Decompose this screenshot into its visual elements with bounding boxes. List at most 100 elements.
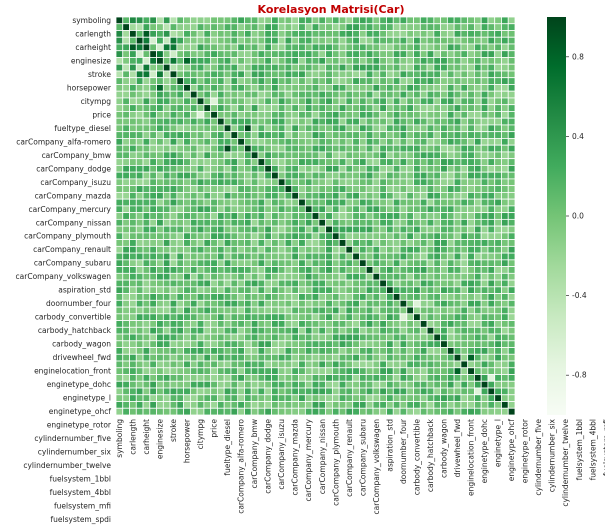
- heatmap-cell: [332, 306, 340, 315]
- heatmap-cell: [210, 144, 218, 153]
- heatmap-cell: [325, 407, 333, 416]
- heatmap-cell: [264, 205, 272, 214]
- heatmap-cell: [122, 97, 130, 106]
- heatmap-cell: [135, 165, 144, 173]
- heatmap-cell: [480, 306, 489, 315]
- heatmap-cell: [426, 50, 435, 58]
- heatmap-cell: [332, 360, 340, 369]
- heatmap-cell: [196, 84, 205, 92]
- heatmap-cell: [203, 144, 212, 153]
- heatmap-cell: [379, 144, 387, 153]
- heatmap-cell: [494, 306, 502, 315]
- heatmap-cell: [318, 401, 327, 409]
- heatmap-cell: [196, 171, 205, 180]
- heatmap-cell: [474, 178, 482, 187]
- heatmap-cell: [338, 171, 347, 180]
- heatmap-cell: [244, 313, 252, 321]
- heatmap-cell: [318, 50, 327, 58]
- heatmap-cell: [426, 16, 435, 25]
- heatmap-cell: [311, 407, 320, 416]
- heatmap-cell: [494, 407, 502, 416]
- heatmap-cell: [433, 104, 442, 112]
- heatmap-cell: [440, 333, 448, 342]
- heatmap-cell: [230, 266, 239, 274]
- heatmap-cell: [487, 286, 496, 294]
- heatmap-cell: [467, 111, 475, 119]
- heatmap-cell: [406, 252, 414, 261]
- heatmap-cell: [453, 97, 462, 106]
- heatmap-cell: [149, 104, 157, 112]
- heatmap-cell: [244, 232, 252, 241]
- heatmap-cell: [426, 124, 435, 133]
- heatmap-cell: [338, 165, 347, 173]
- heatmap-cell: [487, 212, 496, 220]
- heatmap-cell: [359, 36, 367, 45]
- heatmap-cell: [304, 138, 313, 146]
- heatmap-cell: [413, 347, 421, 355]
- heatmap-cell: [433, 286, 442, 294]
- heatmap-cell: [271, 104, 279, 112]
- heatmap-cell: [406, 245, 414, 254]
- heatmap-cell: [318, 138, 327, 146]
- heatmap-cell: [277, 97, 286, 106]
- heatmap-cell: [318, 90, 327, 99]
- heatmap-cell: [169, 340, 178, 348]
- heatmap-cell: [446, 138, 455, 146]
- heatmap-cell: [399, 347, 408, 355]
- heatmap-cell: [149, 77, 157, 85]
- heatmap-cell: [162, 353, 171, 362]
- heatmap-cell: [257, 394, 266, 402]
- heatmap-cell: [129, 178, 137, 187]
- heatmap-cell: [433, 306, 442, 315]
- heatmap-cell: [453, 138, 462, 146]
- heatmap-cell: [379, 171, 387, 180]
- heatmap-cell: [257, 387, 266, 396]
- x-tick-label: carCompany_bmw: [250, 419, 259, 488]
- heatmap-cell: [257, 239, 266, 247]
- heatmap-cell: [237, 63, 245, 72]
- heatmap-cell: [189, 212, 198, 220]
- heatmap-cell: [386, 97, 394, 106]
- heatmap-cell: [291, 245, 299, 254]
- heatmap-cell: [494, 340, 502, 348]
- heatmap-cell: [365, 104, 374, 112]
- heatmap-cell: [176, 387, 185, 396]
- heatmap-cell: [183, 124, 191, 133]
- heatmap-cell: [189, 205, 198, 214]
- heatmap-cell: [433, 70, 442, 79]
- heatmap-cell: [419, 387, 428, 396]
- heatmap-cell: [501, 347, 509, 355]
- heatmap-cell: [244, 367, 252, 375]
- heatmap-cell: [311, 259, 320, 268]
- heatmap-cell: [467, 57, 475, 65]
- heatmap-cell: [149, 124, 157, 133]
- heatmap-cell: [237, 30, 245, 38]
- heatmap-cell: [244, 185, 252, 193]
- x-tick-label: carlength: [128, 419, 137, 455]
- heatmap-cell: [399, 306, 408, 315]
- heatmap-cell: [196, 252, 205, 261]
- heatmap-cell: [379, 198, 387, 207]
- heatmap-cell: [122, 151, 130, 160]
- heatmap-cell: [162, 50, 171, 58]
- heatmap-cell: [298, 30, 306, 38]
- heatmap-cell: [217, 84, 225, 92]
- heatmap-cell: [460, 63, 469, 72]
- heatmap-cell: [135, 111, 144, 119]
- heatmap-cell: [426, 30, 435, 38]
- heatmap-cell: [217, 36, 225, 45]
- heatmap-cell: [453, 144, 462, 153]
- heatmap-cell: [365, 333, 374, 342]
- heatmap-cell: [237, 387, 245, 396]
- heatmap-cell: [210, 239, 218, 247]
- heatmap-cell: [392, 239, 401, 247]
- heatmap-cell: [359, 407, 367, 416]
- heatmap-cell: [501, 306, 509, 315]
- heatmap-cell: [433, 353, 442, 362]
- heatmap-cell: [264, 131, 272, 139]
- heatmap-cell: [115, 36, 124, 45]
- heatmap-cell: [338, 286, 347, 294]
- heatmap-cell: [271, 252, 279, 261]
- heatmap-cell: [304, 212, 313, 220]
- heatmap-cell: [129, 259, 137, 268]
